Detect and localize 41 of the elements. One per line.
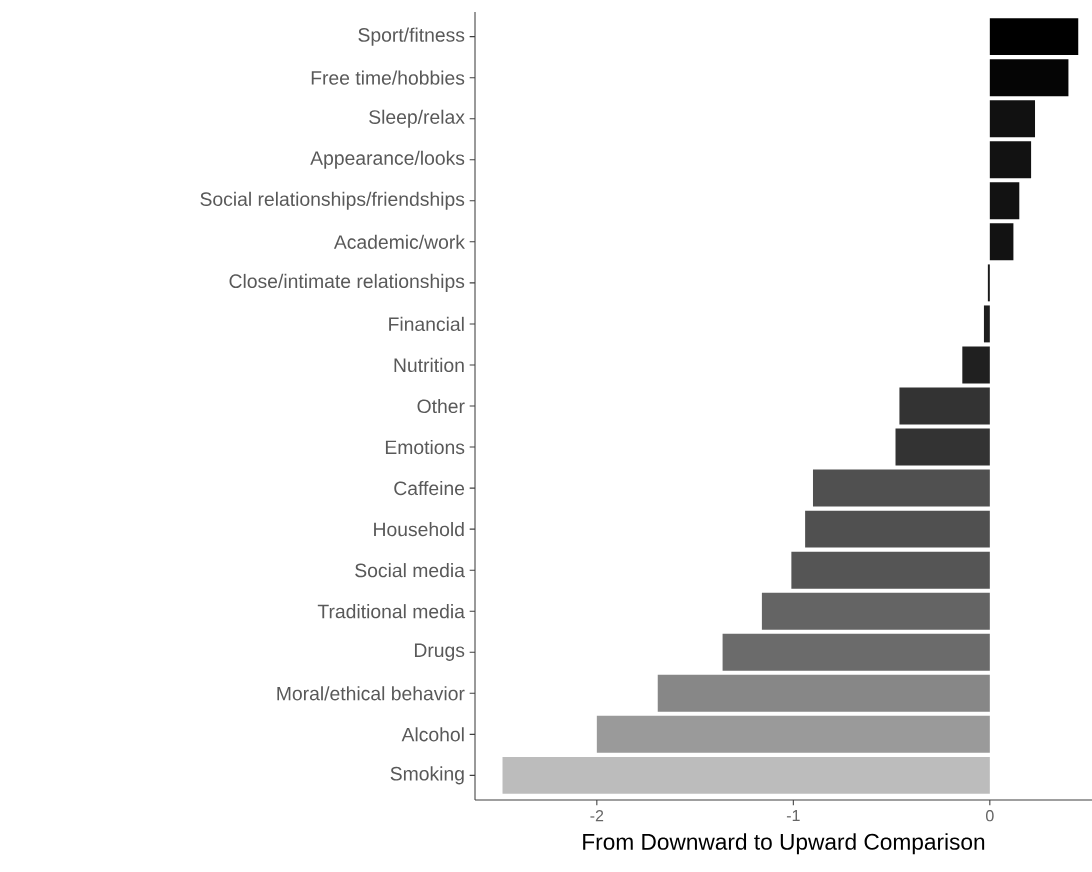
bar bbox=[895, 428, 990, 466]
bar bbox=[791, 551, 990, 589]
bar bbox=[989, 182, 1020, 220]
bar bbox=[962, 346, 990, 384]
bar bbox=[502, 756, 990, 794]
y-tick-label: Nutrition bbox=[394, 357, 464, 373]
bar bbox=[657, 674, 990, 712]
bar bbox=[722, 633, 990, 671]
y-tick-label: Caffeine bbox=[394, 480, 465, 496]
bar bbox=[761, 592, 990, 630]
x-tick-label: -1 bbox=[786, 810, 800, 822]
x-tick-label: 0 bbox=[986, 810, 994, 822]
y-tick-label: Close/intimate relationships bbox=[229, 273, 465, 292]
bar bbox=[989, 18, 1079, 56]
y-tick-label: Household bbox=[374, 522, 464, 537]
y-tick-label: Sleep/relax bbox=[369, 109, 465, 128]
y-tick-label: Moral/ethical behavior bbox=[277, 686, 465, 701]
y-tick-label: Other bbox=[417, 398, 465, 414]
y-tick-label: Social relationships/friendships bbox=[200, 191, 465, 210]
y-tick-label: Emotions bbox=[385, 439, 465, 455]
y-tick-label: Appearance/looks bbox=[310, 150, 465, 169]
bar bbox=[983, 305, 990, 343]
y-tick-label: Traditional media bbox=[317, 604, 465, 619]
y-tick-label: Academic/work bbox=[333, 234, 465, 249]
y-tick-label: Financial bbox=[389, 316, 464, 332]
y-tick-label: Drugs bbox=[414, 643, 465, 661]
y-tick-label: Free time/hobbies bbox=[311, 70, 465, 85]
x-tick-label: -2 bbox=[590, 810, 604, 822]
x-axis-title: From Downward to Upward Comparison bbox=[583, 833, 985, 855]
bar bbox=[989, 59, 1069, 97]
bar bbox=[596, 715, 990, 753]
bar bbox=[989, 100, 1036, 138]
bar bbox=[812, 469, 990, 507]
bar bbox=[899, 387, 990, 425]
y-tick-label: Smoking bbox=[390, 766, 464, 785]
y-tick-label: Alcohol bbox=[401, 727, 464, 742]
bar bbox=[989, 141, 1032, 179]
bar bbox=[805, 510, 990, 548]
bar bbox=[989, 223, 1014, 261]
y-tick-label: Sport/fitness bbox=[358, 27, 465, 46]
y-tick-label: Social media bbox=[355, 563, 465, 578]
